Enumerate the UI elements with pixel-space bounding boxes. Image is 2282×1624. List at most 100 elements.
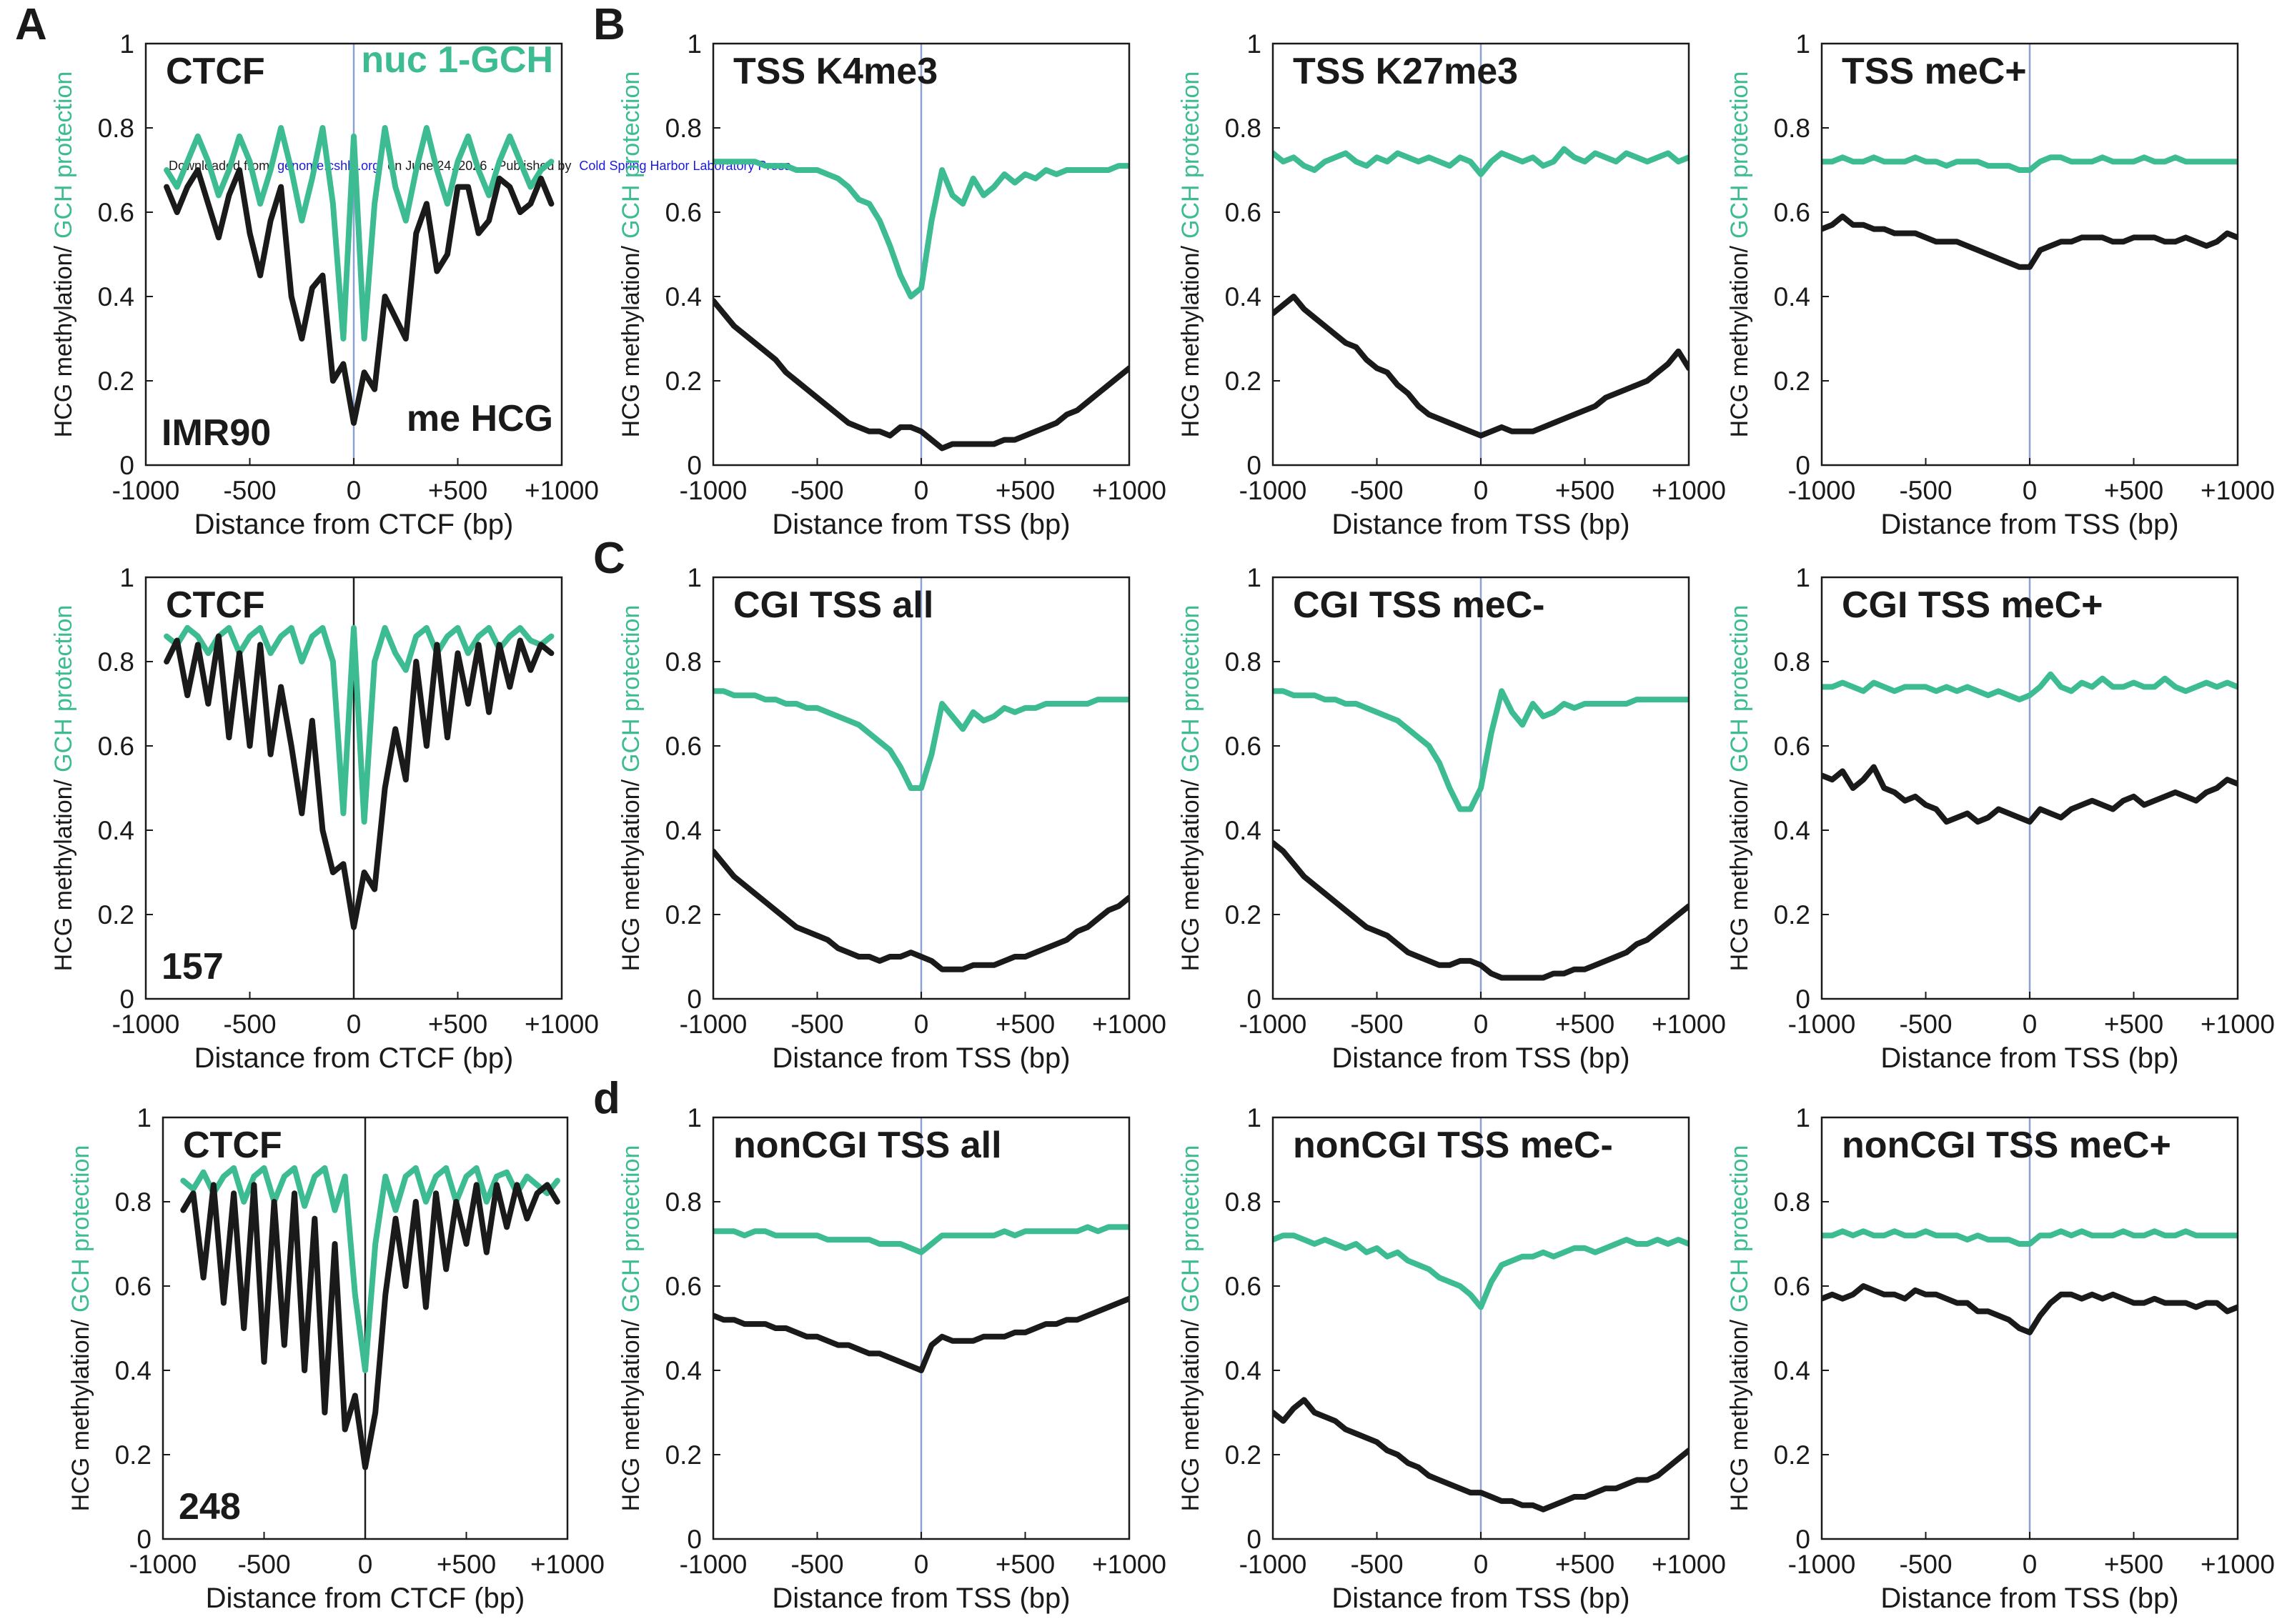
x-tick-label: +1000 <box>1652 476 1726 505</box>
y-axis-label-part: HCG methylation/ <box>617 245 645 437</box>
line-series <box>1822 1228 2238 1247</box>
panel-title: CTCF <box>166 584 265 626</box>
y-axis-label-part: GCH protection <box>1726 71 1753 239</box>
series-group <box>713 159 1129 452</box>
x-tick-label: +500 <box>1555 1010 1614 1039</box>
x-axis-label: Distance from CTCF (bp) <box>194 509 514 540</box>
line-series <box>1273 146 1689 177</box>
line-series <box>180 1182 560 1470</box>
y-axis-label-part: GCH protection <box>617 71 645 239</box>
line-series <box>1273 840 1689 981</box>
y-axis-label: HCG methylation/GCH protection <box>50 605 77 972</box>
y-axis-label: HCG methylation/GCH protection <box>1726 605 1753 972</box>
y-tick-label: 0 <box>1795 1525 1810 1554</box>
y-axis-label-part: HCG methylation/ <box>50 245 77 437</box>
y-axis-label: HCG methylation/GCH protection <box>617 605 645 972</box>
x-tick-label: +500 <box>996 1010 1055 1039</box>
y-tick-label: 1 <box>1246 29 1261 59</box>
series-group <box>180 1165 560 1470</box>
panel-letter: A <box>15 0 47 49</box>
line-series <box>713 1224 1129 1255</box>
x-tick-label: +1000 <box>1092 476 1166 505</box>
y-axis-label-part: HCG methylation/ <box>50 779 77 971</box>
panel-title: CGI TSS meC- <box>1293 584 1545 626</box>
y-axis-label: HCG methylation/GCH protection <box>1726 71 1753 438</box>
x-axis-label: Distance from CTCF (bp) <box>206 1583 525 1614</box>
x-tick-label: +500 <box>1555 1550 1614 1579</box>
x-tick-label: -500 <box>790 476 843 505</box>
y-tick-label: 0.4 <box>1225 1356 1261 1385</box>
x-tick-label: -500 <box>790 1550 843 1579</box>
x-tick-label: -500 <box>1899 1010 1952 1039</box>
line-series <box>1273 1397 1689 1513</box>
panel-letter: d <box>593 1074 620 1123</box>
y-tick-label: 1 <box>137 1103 152 1132</box>
x-axis-label: Distance from TSS (bp) <box>1331 1042 1629 1074</box>
x-tick-label: -1000 <box>1239 476 1307 505</box>
y-tick-label: 0 <box>687 451 702 480</box>
line-series <box>164 125 555 342</box>
panel: 0 0.2 0.4 0.6 0.8 1 -1000 -500 0 +500 +1000 Distanc… <box>593 534 1166 1074</box>
y-tick-label: 0.8 <box>665 1187 702 1217</box>
y-tick-label: 0.4 <box>665 282 702 312</box>
y-tick-label: 1 <box>1795 29 1810 59</box>
y-tick-label: 0.2 <box>1225 1440 1261 1470</box>
y-tick-label: 0.6 <box>1774 732 1810 761</box>
y-axis-label-part: HCG methylation/ <box>1177 779 1204 971</box>
x-tick-label: -1000 <box>1788 1010 1856 1039</box>
y-axis-label-part: GCH protection <box>617 1145 645 1312</box>
x-tick-label: -1000 <box>1239 1550 1307 1579</box>
y-tick-label: 0.4 <box>1774 816 1810 845</box>
x-tick-label: +500 <box>2104 476 2163 505</box>
y-tick-label: 1 <box>1246 1103 1261 1132</box>
x-tick-label: 0 <box>914 1010 929 1039</box>
y-tick-label: 0.8 <box>98 114 134 143</box>
panel: 0 0.2 0.4 0.6 0.8 1 -1000 -500 0 +500 +1000 Distanc… <box>1726 1103 2275 1614</box>
panel: 0 0.2 0.4 0.6 0.8 1 -1000 -500 0 +500 +1000 Distanc… <box>593 1074 1166 1614</box>
x-tick-label: -500 <box>1899 476 1952 505</box>
x-tick-label: +1000 <box>1092 1550 1166 1579</box>
line-series <box>713 1295 1129 1373</box>
y-tick-label: 0.2 <box>1774 900 1810 930</box>
x-tick-label: -500 <box>237 1550 290 1579</box>
y-axis-label: HCG methylation/GCH protection <box>1726 1145 1753 1512</box>
watermark-text: Downloaded from <box>169 159 269 173</box>
y-tick-label: 0.2 <box>98 367 134 396</box>
y-axis-label-part: HCG methylation/ <box>1726 245 1753 437</box>
panel-letter: B <box>593 0 625 49</box>
line-series <box>164 624 555 825</box>
x-tick-label: 0 <box>1474 1010 1489 1039</box>
y-tick-label: 0.6 <box>1225 198 1261 227</box>
y-tick-label: 0.8 <box>665 647 702 677</box>
panel-title: TSS meC+ <box>1842 51 2027 92</box>
x-tick-label: +500 <box>428 476 487 505</box>
y-tick-label: 0.2 <box>1225 367 1261 396</box>
x-tick-label: +500 <box>1555 476 1614 505</box>
line-series <box>164 633 555 930</box>
y-tick-label: 0.8 <box>1225 1187 1261 1217</box>
y-tick-label: 1 <box>1795 563 1810 592</box>
y-tick-label: 0.2 <box>665 900 702 930</box>
series-group <box>1822 1228 2238 1335</box>
series-label: me HCG <box>407 398 553 439</box>
y-axis-label: HCG methylation/GCH protection <box>67 1145 94 1512</box>
series-group <box>713 1224 1129 1373</box>
y-tick-label: 0 <box>1795 985 1810 1014</box>
panel-title: CGI TSS meC+ <box>1842 584 2103 626</box>
x-tick-label: 0 <box>2023 476 2038 505</box>
line-series <box>164 167 555 426</box>
x-tick-label: 0 <box>347 476 362 505</box>
y-axis-label-part: GCH protection <box>1726 605 1753 772</box>
x-tick-label: -1000 <box>129 1550 197 1579</box>
panel: 0 0.2 0.4 0.6 0.8 1 -1000 -500 0 +500 +1000 Distanc… <box>1177 1103 1726 1614</box>
y-axis-label: HCG methylation/GCH protection <box>617 1145 645 1512</box>
y-tick-label: 0.4 <box>98 816 134 845</box>
line-series <box>713 688 1129 791</box>
x-tick-label: +500 <box>437 1550 496 1579</box>
y-tick-label: 0.2 <box>98 900 134 930</box>
x-tick-label: +1000 <box>2201 1010 2275 1039</box>
y-tick-label: 1 <box>687 29 702 59</box>
y-tick-label: 0.6 <box>115 1272 152 1301</box>
x-tick-label: -1000 <box>680 476 748 505</box>
y-axis-label-part: GCH protection <box>1177 605 1204 772</box>
